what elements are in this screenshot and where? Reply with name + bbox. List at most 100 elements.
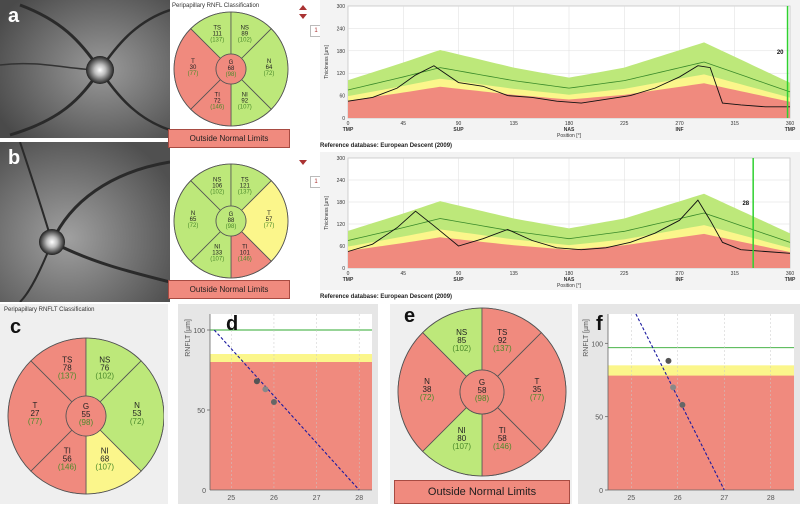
sector-tick: NAS xyxy=(564,127,575,133)
measurement-point xyxy=(665,357,672,364)
sector-label: NS xyxy=(99,356,110,365)
sector-reference: (102) xyxy=(452,344,471,353)
x-tick: 180 xyxy=(565,121,574,127)
sector-value: 80 xyxy=(457,434,466,443)
regression-line xyxy=(213,329,360,491)
x-axis-label: Position [°] xyxy=(557,133,582,139)
sector-reference: (77) xyxy=(28,417,43,426)
pie-outline xyxy=(7,337,164,495)
sector-value: 27 xyxy=(31,409,40,418)
sector-label: G xyxy=(229,212,234,218)
y-axis-label: RNFLT [µm] xyxy=(583,319,590,357)
y-tick: 0 xyxy=(342,266,345,272)
fundus-image-b: b xyxy=(0,142,170,302)
pie-outline xyxy=(173,163,289,279)
sector-label: TI xyxy=(242,244,248,250)
sector-value: 92 xyxy=(498,336,507,345)
sector-reference: (146) xyxy=(210,104,224,110)
y-tick: 60 xyxy=(339,94,345,100)
sector-label: NI xyxy=(458,426,466,435)
sector-reference: (107) xyxy=(452,442,471,451)
sector-label: NS xyxy=(213,178,221,184)
sector-G xyxy=(215,205,247,237)
regression-line xyxy=(635,313,725,491)
y-axis-label: Thickness [µm] xyxy=(324,196,330,230)
up-down-arrows-icon[interactable] xyxy=(296,150,310,166)
sector-label: TI xyxy=(215,92,221,98)
sector-label: NS xyxy=(456,328,467,337)
sector-label: TS xyxy=(241,178,249,184)
y-tick: 0 xyxy=(342,116,345,122)
y-tick: 180 xyxy=(337,200,346,206)
panel-letter-f: f xyxy=(596,313,603,335)
sector-reference: (72) xyxy=(420,393,435,402)
panel-letter-c: c xyxy=(10,316,22,338)
sector-reference: (72) xyxy=(130,417,145,426)
sector-reference: (107) xyxy=(210,256,224,262)
measurement-point xyxy=(262,386,269,393)
sector-reference: (146) xyxy=(238,256,252,262)
outside-normal-limits-a: Outside Normal Limits xyxy=(168,129,290,148)
sector-reference: (137) xyxy=(238,190,252,196)
sector-label: NI xyxy=(214,244,220,250)
sector-value: 68 xyxy=(100,454,109,463)
pie-outline xyxy=(397,307,567,477)
nav-arrows-a[interactable] xyxy=(296,4,310,20)
sector-label: N xyxy=(424,377,430,386)
x-tick: 180 xyxy=(565,271,574,277)
outside-normal-limits-e: Outside Normal Limits xyxy=(394,480,570,504)
normal-mean-line xyxy=(347,212,791,243)
sector-label: NS xyxy=(241,26,249,32)
marker-label: 20 xyxy=(777,50,784,56)
y-tick-zero: 0 xyxy=(202,488,206,495)
sector-label: NI xyxy=(101,446,109,455)
y-tick: 120 xyxy=(337,71,346,77)
sector-tick: NAS xyxy=(564,277,575,283)
sector-label: TS xyxy=(497,328,507,337)
sector-value: 92 xyxy=(241,98,248,104)
sector-value: 56 xyxy=(63,454,72,463)
up-down-arrows-icon[interactable] xyxy=(296,4,310,20)
panel-letter-d: d xyxy=(226,313,238,335)
x-tick: 315 xyxy=(731,121,740,127)
tsnit-panel-a: 300 240 180 120 60 0 0 45 90 135 180 225 270 315 360 TM… xyxy=(320,0,800,140)
sector-value: 106 xyxy=(212,184,223,190)
sector-value: 111 xyxy=(213,32,223,38)
sector-value: 89 xyxy=(241,32,248,38)
y-tick: 240 xyxy=(337,26,346,32)
sector-reference: (107) xyxy=(95,462,114,471)
panel-c: Peripapillary RNFLT Classification c TS 7… xyxy=(0,304,168,504)
x-tick: 0 xyxy=(347,121,350,127)
nav-arrows-b[interactable] xyxy=(296,150,310,166)
outside-normal-limits-b: Outside Normal Limits xyxy=(168,280,290,299)
trend-chart-f: 25 26 27 28 100 50 0 RNFLT [µm] f xyxy=(583,313,794,502)
classification-title-a: Peripapillary RNFL Classification xyxy=(172,3,260,9)
fundus-image-a: a xyxy=(0,0,170,138)
tsnit-panel-b: 300 240 180 120 60 0 0 45 90 135 180 225 270 315 360 TM… xyxy=(320,152,800,290)
sector-reference: (146) xyxy=(493,442,512,451)
x-tick: 27 xyxy=(720,495,728,502)
sector-reference: (98) xyxy=(226,224,237,230)
outside-limits-band xyxy=(348,233,790,268)
sector-label: T xyxy=(535,377,540,386)
sector-value: 76 xyxy=(100,364,109,373)
x-tick: 225 xyxy=(620,121,629,127)
sector-reference: (77) xyxy=(264,223,275,229)
sector-reference: (107) xyxy=(238,104,252,110)
x-tick: 28 xyxy=(767,495,775,502)
sector-value: 68 xyxy=(228,66,235,72)
sector-label: G xyxy=(83,402,89,411)
y-tick: 180 xyxy=(337,49,346,55)
y-tick: 50 xyxy=(595,415,603,422)
panel-letter-b: b xyxy=(8,147,20,169)
outside-limits-band xyxy=(608,375,794,490)
panel-e: NS 85 (102) TS 92 (137) T 35 (77) TI 58 (146) NI 80 (1… xyxy=(390,304,572,504)
x-tick: 45 xyxy=(400,121,406,127)
sector-label: TS xyxy=(213,26,221,32)
sector-reference: (102) xyxy=(95,372,114,381)
sector-value: 58 xyxy=(498,434,507,443)
y-tick: 240 xyxy=(337,178,346,184)
sector-value: 133 xyxy=(212,250,223,256)
x-axis-label: Position [°] xyxy=(557,283,582,289)
